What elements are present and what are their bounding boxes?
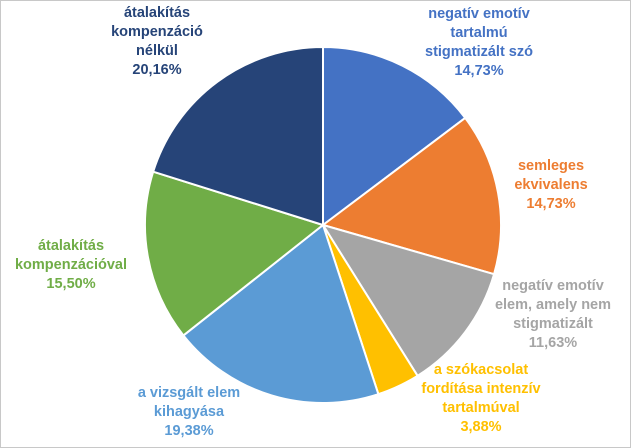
label-vizsgalt-elem-kihagyasa: a vizsgált elem kihagyása 19,38%: [137, 385, 241, 439]
pie-slice-atalakitas-kompenzacio-nelkul: [152, 46, 324, 226]
pie-slice-vizsgalt-elem-kihagyasa: [182, 224, 380, 404]
pie-slice-negativ-emotiv-nem-stigmatizalt: [322, 224, 496, 377]
pie-slice-atalakitas-kompenzacioval: [143, 170, 324, 337]
pie-slice-negativ-emotiv-stigmatizalt-szo: [322, 46, 467, 226]
label-szokapcsolat-intenziv: a szókacsolat fordítása intenzív tartalm…: [421, 362, 541, 435]
label-atalakitas-kompenzacio-nelkul: átalakítás kompenzáció nélkül 20,16%: [111, 5, 203, 78]
label-negativ-emotiv-nem-stigmatizalt: negatív emotív elem, amely nem stigmatiz…: [494, 278, 612, 351]
pie-slice-semleges-ekvivalens: [322, 116, 502, 276]
label-atalakitas-kompenzacioval: átalakítás kompenzációval 15,50%: [14, 238, 127, 292]
label-negativ-emotiv-stigmatizalt-szo: negatív emotív tartalmú stigmatizált szó…: [425, 6, 533, 79]
label-semleges-ekvivalens: semleges ekvivalens 14,73%: [514, 158, 588, 212]
